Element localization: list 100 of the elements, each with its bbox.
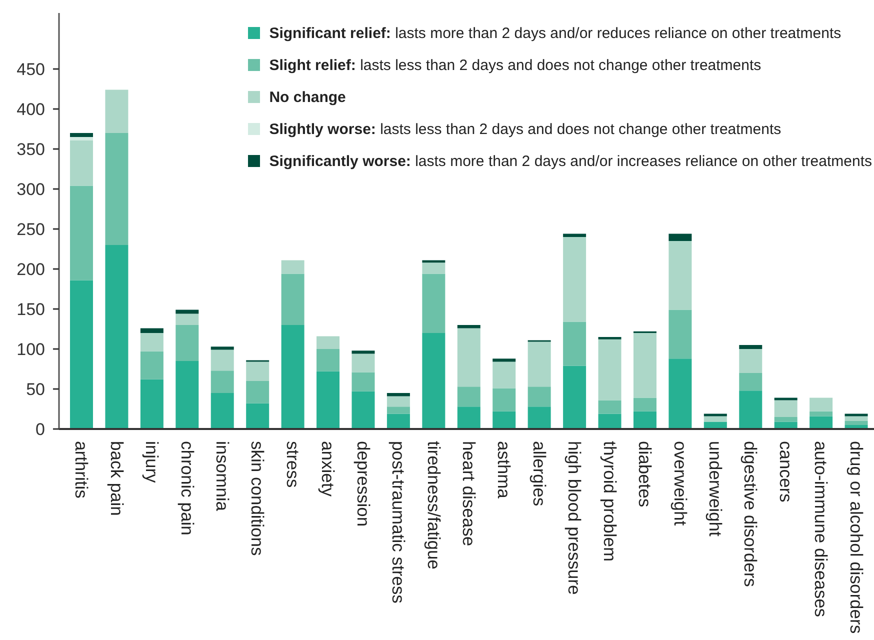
bar: [281, 325, 304, 429]
legend-label: Slightly worse: lasts less than 2 days and does not change other treatments: [269, 120, 782, 138]
bar: [70, 137, 93, 140]
bar: [457, 325, 480, 328]
bar: [844, 421, 868, 425]
bar: [774, 417, 798, 422]
x-tick-label: auto-immune diseases: [811, 441, 832, 618]
bar: [739, 373, 762, 391]
bar: [563, 366, 586, 429]
x-tick-label: arthritis: [72, 441, 92, 499]
bar: [386, 393, 410, 396]
bar: [810, 416, 833, 429]
x-tick-label: allergies: [529, 441, 550, 506]
bar: [422, 274, 446, 333]
bar: [457, 406, 480, 429]
bar: [739, 349, 762, 373]
bar: [492, 388, 516, 412]
bar: [352, 350, 375, 354]
bar: [316, 371, 340, 429]
y-tick-label: 400: [16, 100, 45, 120]
bar: [844, 416, 868, 421]
bar: [422, 260, 446, 263]
bar: [140, 333, 164, 352]
bar: [633, 333, 656, 398]
bar: [140, 328, 164, 333]
y-tick-label: 0: [36, 420, 45, 440]
bar: [810, 411, 833, 416]
y-tick-label: 50: [26, 380, 45, 400]
x-tick-label: chronic pain: [177, 441, 198, 536]
bar: [563, 234, 586, 237]
bar: [774, 400, 798, 417]
bar: [739, 390, 762, 429]
bar: [668, 241, 692, 310]
bar: [739, 345, 762, 349]
y-tick-label: 150: [16, 300, 45, 320]
bar: [633, 411, 656, 429]
bar: [70, 280, 93, 429]
bar: [457, 386, 480, 407]
bar: [105, 245, 128, 429]
legend-label: No change: [269, 88, 346, 106]
bar: [598, 400, 622, 414]
x-tick-label: digestive disorders: [740, 441, 761, 588]
x-tick-label: overweight: [670, 441, 690, 526]
x-tick-label: thyroid problem: [600, 441, 620, 562]
bar: [210, 350, 234, 371]
bar: [246, 403, 270, 429]
bar: [563, 237, 586, 322]
x-tick-label: back pain: [106, 441, 127, 516]
bar: [316, 349, 340, 372]
bar: [528, 406, 551, 429]
bar: [210, 393, 234, 429]
bar: [668, 310, 692, 359]
bar: [492, 362, 516, 388]
bar: [352, 354, 375, 372]
y-tick-label: 450: [16, 60, 45, 80]
x-tick-label: injury: [142, 441, 162, 484]
bar: [457, 328, 480, 387]
x-tick-label: diabetes: [635, 441, 656, 508]
x-tick-label: heart disease: [459, 441, 479, 546]
x-tick-label: tiredness/fatigue: [424, 441, 444, 570]
bar: [422, 262, 446, 274]
y-tick-label: 100: [16, 340, 45, 360]
x-tick-label: high blood pressure: [564, 441, 585, 595]
x-tick-label: skin conditions: [248, 441, 268, 556]
bar: [633, 398, 656, 412]
bar: [70, 133, 93, 137]
bar: [176, 325, 199, 361]
bar: [528, 342, 551, 387]
bar: [105, 90, 128, 133]
x-tick-label: asthma: [494, 441, 514, 499]
x-tick-label: insomnia: [212, 441, 232, 512]
bar: [422, 333, 446, 429]
x-tick-label: drug or alcohol disorders: [846, 441, 866, 634]
bar: [598, 339, 622, 400]
legend-label: Significantly worse: lasts more than 2 days and/or increases reliance on other treatments: [269, 152, 872, 170]
bar: [704, 416, 727, 422]
bar: [105, 133, 128, 245]
bar: [281, 260, 304, 274]
bar: [492, 411, 516, 429]
y-tick-label: 250: [16, 220, 45, 240]
bar: [668, 234, 692, 241]
bar: [176, 314, 199, 325]
legend-label: Slight relief: lasts less than 2 days and does not change other treatments: [269, 56, 762, 74]
bar: [70, 186, 93, 280]
x-tick-label: anxiety: [318, 441, 338, 497]
bar: [140, 351, 164, 380]
bar: [281, 274, 304, 325]
y-tick-label: 300: [16, 180, 45, 200]
x-tick-label: depression: [353, 441, 374, 527]
bar: [246, 362, 270, 381]
bar: [668, 358, 692, 429]
bar: [492, 358, 516, 362]
x-tick-label: cancers: [776, 441, 796, 503]
x-tick-label: post-traumatic stress: [388, 441, 409, 604]
bar: [210, 346, 234, 350]
y-tick-label: 200: [16, 260, 45, 280]
bar: [810, 398, 833, 412]
bar: [352, 391, 375, 429]
bar: [386, 414, 410, 429]
bar: [352, 372, 375, 392]
